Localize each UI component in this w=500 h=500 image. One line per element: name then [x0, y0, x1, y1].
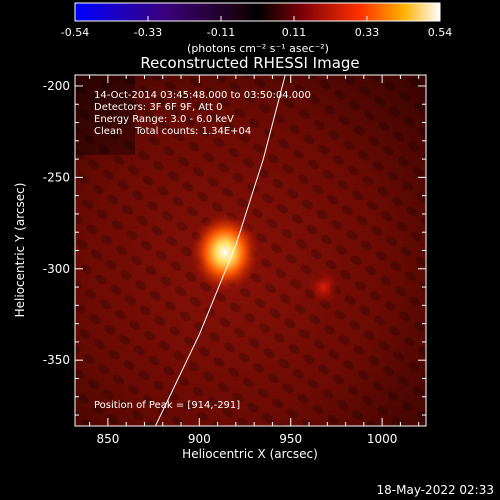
colorbar-tick-label: -0.33	[134, 26, 162, 39]
x-axis-label: Heliocentric X (arcsec)	[182, 447, 318, 461]
annotation-clean-counts: Clean Total counts: 1.34E+04	[94, 126, 251, 137]
x-tick-label: 850	[96, 432, 119, 446]
y-tick-label: -250	[43, 170, 70, 184]
colorbar-gradient	[74, 2, 441, 22]
y-tick-label: -350	[43, 353, 70, 367]
annotation-peak-position: Position of Peak = [914,-291]	[94, 400, 240, 411]
annotation-energy-range: Energy Range: 3.0 - 6.0 keV	[94, 114, 234, 125]
peak-source	[190, 212, 260, 292]
chart-title: Reconstructed RHESSI Image	[140, 54, 359, 72]
annotation-detectors: Detectors: 3F 6F 9F, Att 0	[94, 102, 222, 113]
y-axis: -200 -250 -300 -350	[43, 79, 426, 416]
x-axis: 850 900 950 1000	[89, 75, 420, 446]
footer-timestamp: 18-May-2022 02:33	[377, 483, 494, 497]
colorbar-tick-label: -0.54	[61, 26, 89, 39]
solar-limb-line	[154, 75, 286, 426]
colorbar-tick-label: 0.54	[428, 26, 453, 39]
colorbar: -0.54 -0.33 -0.11 0.11 0.33 0.54 (photons cm⁻…	[61, 2, 452, 55]
x-tick-label: 1000	[367, 432, 398, 446]
annotation-time-range: 14-Oct-2014 03:45:48.000 to 03:50:04.000	[94, 90, 311, 101]
y-tick-label: -300	[43, 262, 70, 276]
colorbar-tick-label: 0.11	[282, 26, 307, 39]
image-area	[75, 75, 426, 426]
sources	[190, 212, 340, 305]
annotations: 14-Oct-2014 03:45:48.000 to 03:50:04.000…	[94, 90, 311, 411]
colorbar-ticks: -0.54 -0.33 -0.11 0.11 0.33 0.54	[61, 16, 452, 39]
x-tick-label: 950	[279, 432, 302, 446]
dark-corner	[75, 75, 135, 155]
y-axis-label: Heliocentric Y (arcsec)	[13, 183, 27, 318]
colorbar-tick-label: 0.33	[355, 26, 380, 39]
x-tick-label: 900	[188, 432, 211, 446]
colorbar-tick-label: -0.11	[207, 26, 235, 39]
colorbar-unit-label: (photons cm⁻² s⁻¹ asec⁻²)	[187, 42, 329, 55]
secondary-source	[308, 269, 340, 305]
y-tick-label: -200	[43, 79, 70, 93]
